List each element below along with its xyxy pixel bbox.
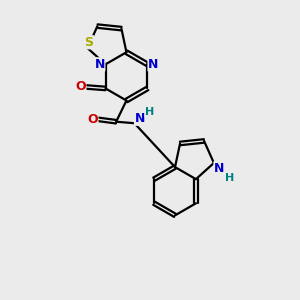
Text: H: H bbox=[145, 107, 154, 117]
Text: O: O bbox=[87, 113, 98, 126]
Text: O: O bbox=[75, 80, 86, 94]
Text: H: H bbox=[225, 173, 235, 183]
Text: N: N bbox=[134, 112, 145, 125]
Text: S: S bbox=[85, 36, 94, 49]
Text: N: N bbox=[94, 58, 105, 71]
Text: N: N bbox=[148, 58, 158, 71]
Text: N: N bbox=[214, 162, 224, 175]
